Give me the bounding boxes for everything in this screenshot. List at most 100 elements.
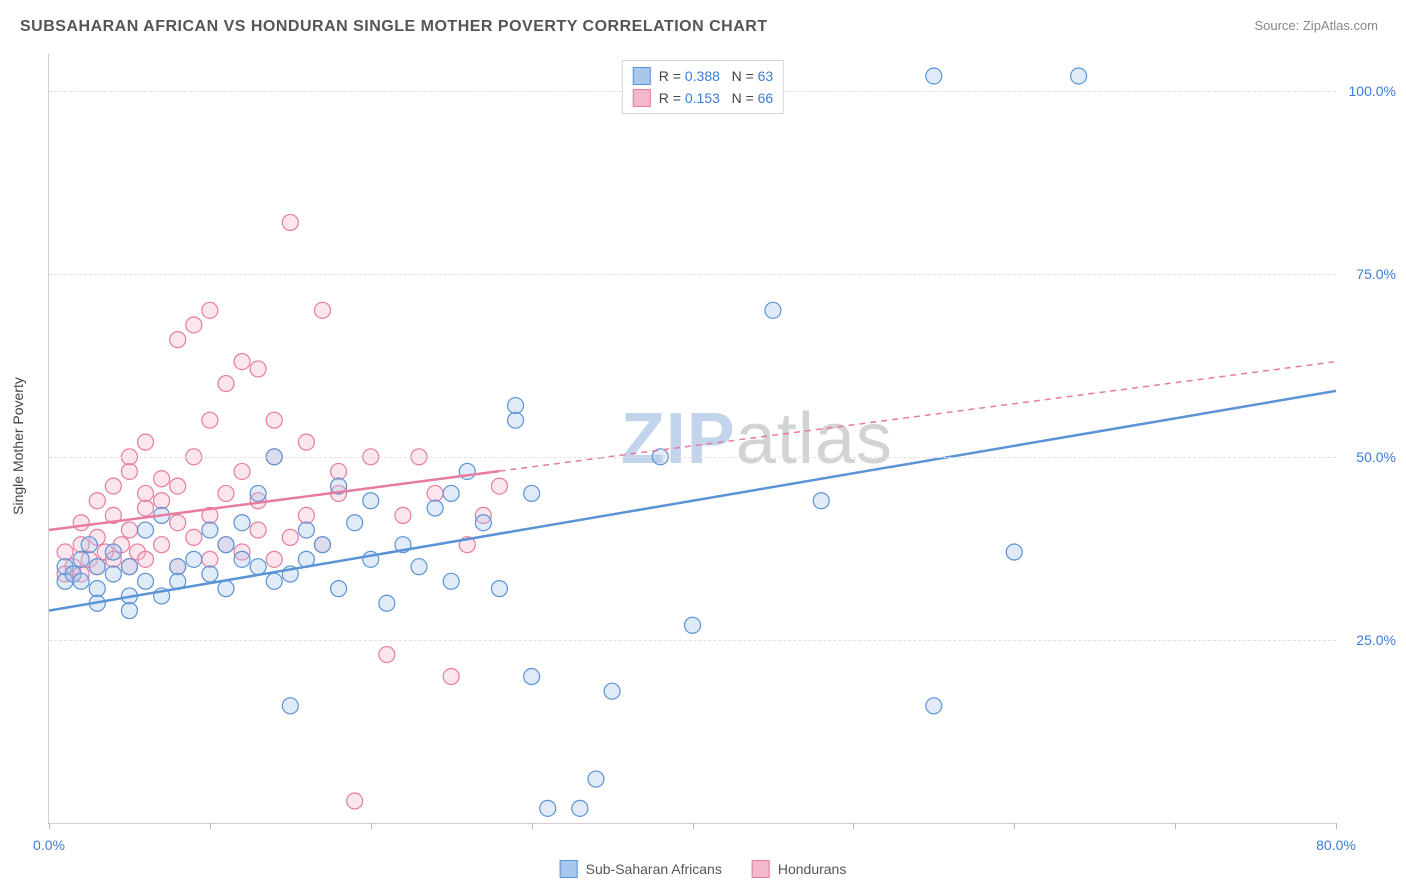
scatter-point-honduran [138,500,154,516]
scatter-point-subsaharan [524,485,540,501]
y-tick-label: 25.0% [1344,632,1396,648]
scatter-point-honduran [170,332,186,348]
chart-title: SUBSAHARAN AFRICAN VS HONDURAN SINGLE MO… [20,18,768,36]
scatter-point-honduran [443,669,459,685]
scatter-point-subsaharan [89,581,105,597]
x-tick [532,823,533,829]
legend-correlation-row: R = 0.388 N = 63 [633,65,773,87]
scatter-point-subsaharan [588,771,604,787]
scatter-point-honduran [427,485,443,501]
legend-series-label: Sub-Saharan Africans [586,861,722,877]
scatter-point-subsaharan [250,559,266,575]
trend-line-subsaharan [49,391,1336,611]
scatter-point-subsaharan [926,698,942,714]
x-tick [49,823,50,829]
trend-line-dashed-honduran [499,362,1336,471]
scatter-point-honduran [186,317,202,333]
scatter-point-subsaharan [926,68,942,84]
scatter-point-subsaharan [572,800,588,816]
scatter-point-honduran [105,478,121,494]
gridline [49,274,1336,275]
scatter-point-subsaharan [234,515,250,531]
scatter-point-honduran [234,463,250,479]
legend-correlation: R = 0.388 N = 63 R = 0.153 N = 66 [622,60,784,114]
scatter-point-subsaharan [202,522,218,538]
gridline [49,457,1336,458]
scatter-point-subsaharan [73,551,89,567]
scatter-point-honduran [202,551,218,567]
x-tick [853,823,854,829]
scatter-point-honduran [282,214,298,230]
legend-series-item: Sub-Saharan Africans [560,860,722,878]
scatter-point-subsaharan [89,559,105,575]
scatter-point-honduran [331,463,347,479]
scatter-point-subsaharan [813,493,829,509]
scatter-point-subsaharan [250,485,266,501]
y-axis-label: Single Mother Poverty [10,377,26,515]
scatter-point-honduran [202,302,218,318]
scatter-point-honduran [154,471,170,487]
x-tick [371,823,372,829]
legend-swatch [752,860,770,878]
x-tick [1175,823,1176,829]
legend-swatch [633,89,651,107]
scatter-point-honduran [121,522,137,538]
scatter-point-subsaharan [443,485,459,501]
x-tick [1336,823,1337,829]
gridline [49,640,1336,641]
scatter-point-subsaharan [604,683,620,699]
scatter-point-subsaharan [540,800,556,816]
scatter-point-subsaharan [475,515,491,531]
scatter-point-honduran [138,551,154,567]
scatter-point-subsaharan [411,559,427,575]
legend-series: Sub-Saharan Africans Hondurans [560,860,847,878]
scatter-point-subsaharan [298,522,314,538]
scatter-point-honduran [218,376,234,392]
scatter-point-subsaharan [73,573,89,589]
scatter-point-subsaharan [379,595,395,611]
scatter-point-honduran [347,793,363,809]
scatter-point-honduran [154,537,170,553]
scatter-point-honduran [266,551,282,567]
scatter-point-subsaharan [685,617,701,633]
scatter-point-subsaharan [282,698,298,714]
y-tick-label: 75.0% [1344,266,1396,282]
scatter-point-subsaharan [765,302,781,318]
scatter-point-honduran [395,507,411,523]
chart-container: SUBSAHARAN AFRICAN VS HONDURAN SINGLE MO… [0,0,1406,892]
source-attribution: Source: ZipAtlas.com [1254,18,1378,33]
scatter-point-honduran [57,544,73,560]
legend-series-item: Hondurans [752,860,847,878]
scatter-point-subsaharan [121,603,137,619]
scatter-point-subsaharan [218,537,234,553]
scatter-point-honduran [491,478,507,494]
scatter-point-subsaharan [105,544,121,560]
scatter-point-honduran [170,478,186,494]
x-tick-label: 0.0% [33,837,65,853]
scatter-point-subsaharan [105,566,121,582]
scatter-point-honduran [234,354,250,370]
legend-correlation-text: R = 0.153 N = 66 [659,90,773,106]
scatter-point-honduran [298,507,314,523]
scatter-point-subsaharan [121,559,137,575]
scatter-point-subsaharan [1006,544,1022,560]
scatter-point-subsaharan [443,573,459,589]
scatter-point-honduran [138,485,154,501]
y-tick-label: 100.0% [1344,83,1396,99]
scatter-point-honduran [218,485,234,501]
scatter-point-subsaharan [363,493,379,509]
scatter-point-honduran [186,529,202,545]
scatter-point-honduran [379,647,395,663]
legend-series-label: Hondurans [778,861,847,877]
scatter-point-subsaharan [170,559,186,575]
scatter-point-honduran [250,522,266,538]
scatter-point-subsaharan [491,581,507,597]
scatter-point-subsaharan [524,669,540,685]
scatter-point-honduran [170,515,186,531]
scatter-point-subsaharan [81,537,97,553]
scatter-point-subsaharan [347,515,363,531]
scatter-point-subsaharan [138,522,154,538]
scatter-point-subsaharan [202,566,218,582]
scatter-point-subsaharan [314,537,330,553]
scatter-point-honduran [250,361,266,377]
